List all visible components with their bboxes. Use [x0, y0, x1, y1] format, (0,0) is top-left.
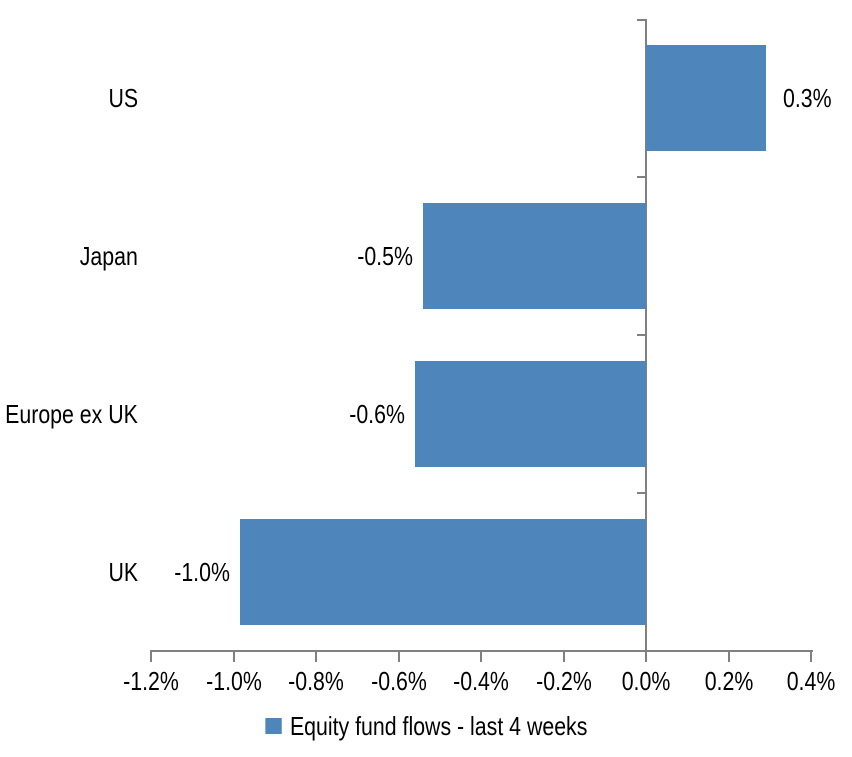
bar-value-label: -0.6% — [349, 399, 405, 429]
x-tick — [645, 650, 647, 662]
x-tick — [480, 650, 482, 662]
category-label: Japan — [79, 241, 138, 271]
x-tick-label: 0.2% — [704, 666, 753, 696]
x-tick — [562, 650, 565, 662]
x-tick-label: -0.8% — [288, 666, 344, 696]
category-label: UK — [108, 557, 138, 587]
x-tick — [150, 650, 152, 662]
category-tick — [637, 334, 645, 336]
x-tick-label: -1.2% — [123, 666, 179, 696]
x-tick-label: 0.0% — [621, 666, 671, 696]
bar-europe-ex-uk — [415, 361, 646, 467]
x-tick — [232, 650, 235, 662]
x-axis-line — [151, 650, 813, 652]
x-tick-label: 0.4% — [786, 666, 836, 696]
zero-axis-line — [645, 19, 647, 652]
bar-japan — [423, 203, 646, 309]
bar-uk — [239, 519, 646, 625]
x-tick-label: -0.4% — [453, 666, 509, 696]
legend-row: Equity fund flows - last 4 weeks — [264, 708, 588, 744]
bar-value-label: -1.0% — [173, 557, 230, 587]
bar-value-label: 0.3% — [782, 83, 832, 113]
category-label: US — [108, 83, 138, 113]
category-label: Europe ex UK — [5, 399, 138, 429]
legend-label: Equity fund flows - last 4 weeks — [289, 711, 588, 741]
x-tick-label: -1.0% — [205, 666, 262, 696]
x-tick — [727, 650, 730, 662]
x-tick-label: -0.2% — [535, 666, 592, 696]
x-tick — [315, 650, 317, 662]
bar-value-label: -0.5% — [357, 241, 414, 271]
category-tick — [637, 19, 645, 21]
x-tick-label: -0.6% — [370, 666, 427, 696]
x-tick — [397, 650, 400, 662]
category-tick — [637, 176, 645, 178]
legend: Equity fund flows - last 4 weeks — [0, 708, 852, 744]
bar-us — [646, 45, 766, 151]
category-tick — [637, 492, 645, 494]
legend-marker-swatch — [264, 718, 282, 734]
x-tick — [810, 650, 812, 662]
